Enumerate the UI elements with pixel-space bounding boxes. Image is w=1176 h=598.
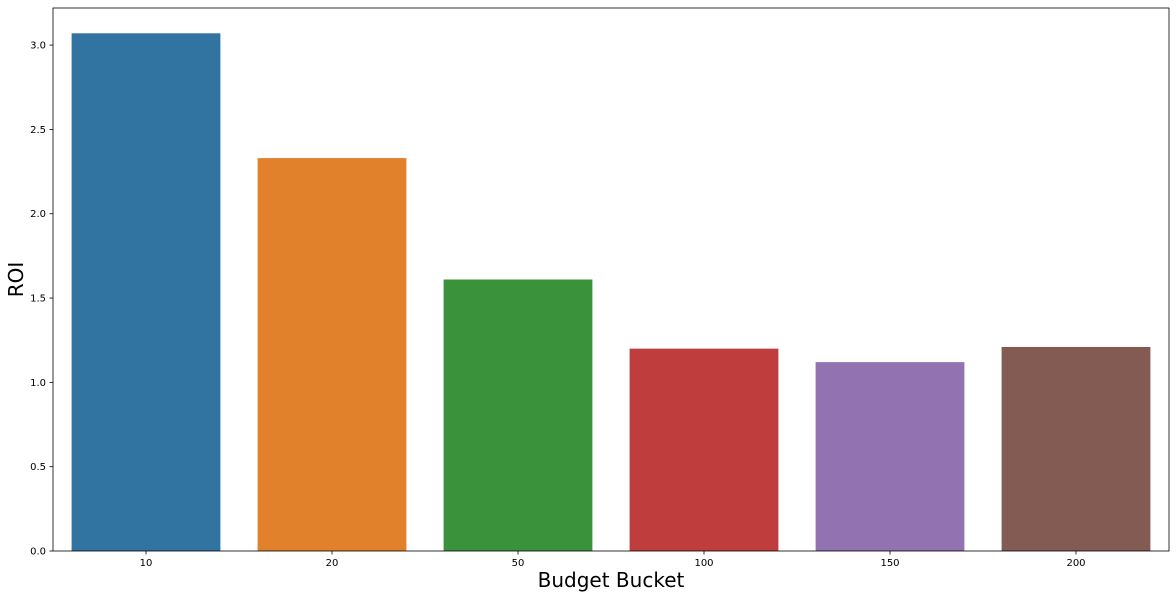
bar-20 — [257, 158, 407, 551]
y-axis-label: ROI — [4, 262, 28, 298]
x-tick-label: 50 — [512, 558, 525, 569]
x-axis-label: Budget Bucket — [538, 568, 685, 592]
y-tick-label: 1.5 — [30, 294, 46, 305]
plot-frame — [52, 7, 1170, 552]
y-tick-label: 0.5 — [30, 462, 46, 473]
x-tick-label: 20 — [326, 558, 339, 569]
bar-200 — [1001, 346, 1151, 551]
bar-50 — [443, 279, 593, 551]
x-tick-label: 200 — [1066, 558, 1085, 569]
bar-100 — [629, 348, 779, 551]
y-tick-label: 3.0 — [30, 41, 46, 52]
y-tick-label: 2.5 — [30, 125, 46, 136]
x-tick-label: 100 — [694, 558, 713, 569]
x-axis-ticks: 10 20 50 100 150 200 — [140, 551, 1086, 569]
y-axis-ticks: 0.0 0.5 1.0 1.5 2.0 2.5 3.0 — [30, 41, 53, 558]
bar-150 — [815, 362, 965, 551]
bar-10 — [71, 33, 221, 551]
x-tick-label: 150 — [880, 558, 899, 569]
bars-group — [71, 33, 1151, 551]
y-tick-label: 2.0 — [30, 209, 46, 220]
y-tick-label: 0.0 — [30, 547, 46, 558]
x-tick-label: 10 — [140, 558, 153, 569]
y-tick-label: 1.0 — [30, 378, 46, 389]
